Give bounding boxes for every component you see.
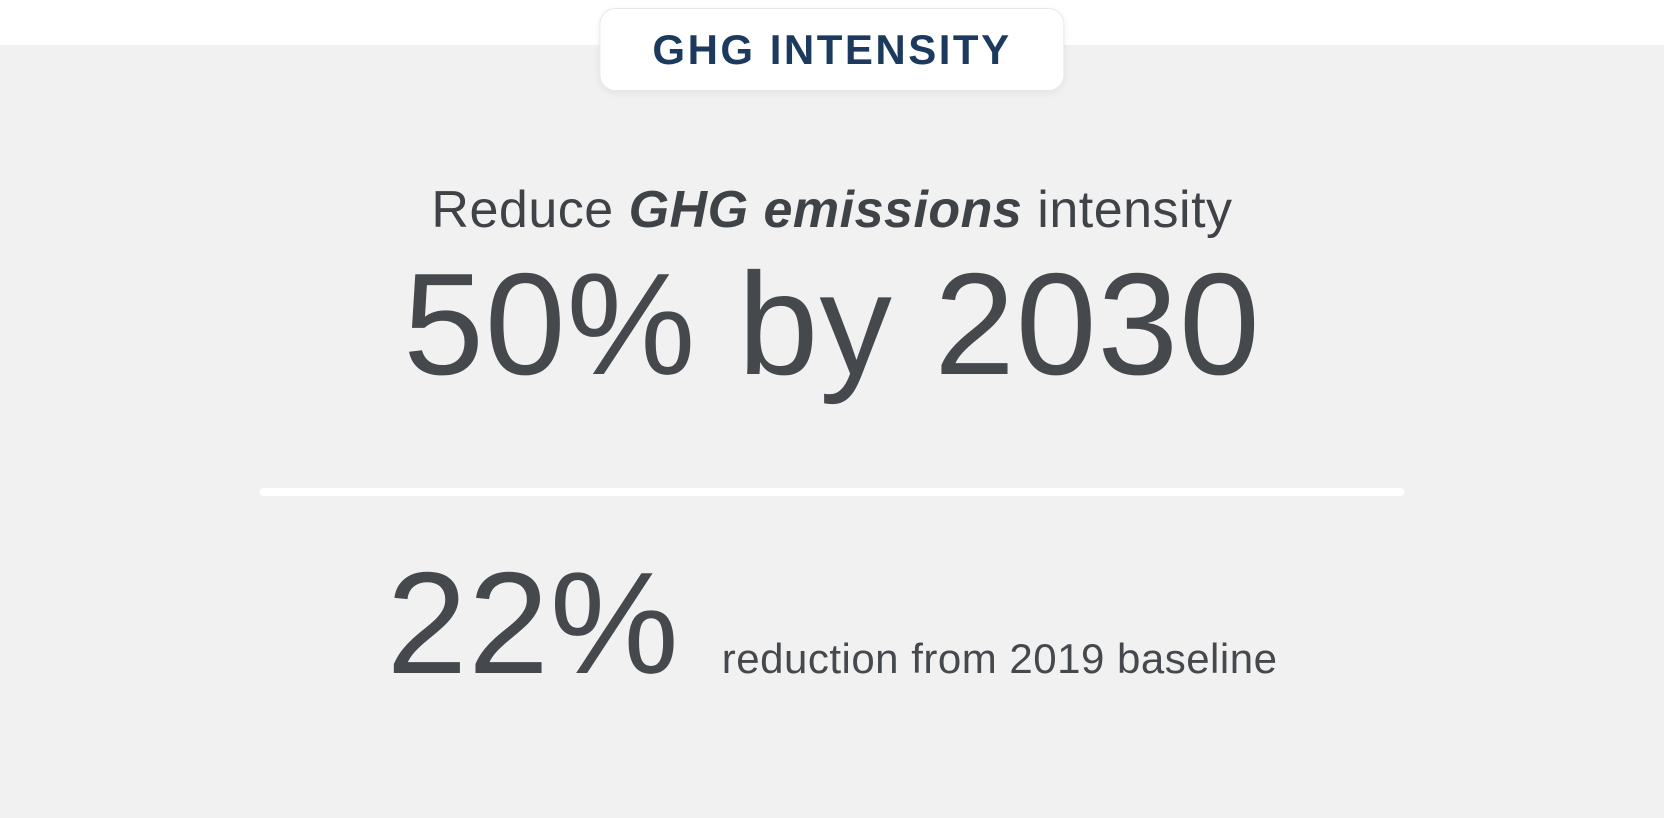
- progress-stat-row: 22% reduction from 2019 baseline: [0, 548, 1664, 698]
- goal-headline: 50% by 2030: [403, 243, 1261, 405]
- goal-prefix: Reduce: [431, 181, 614, 239]
- divider-line: [259, 488, 1405, 496]
- ghg-intensity-panel: [0, 45, 1664, 818]
- ghg-intensity-badge: GHG INTENSITY: [599, 8, 1065, 91]
- goal-suffix: intensity: [1037, 181, 1233, 239]
- goal-line: Reduce GHG emissions intensity: [0, 180, 1664, 240]
- progress-value: 22%: [386, 542, 680, 704]
- goal-emphasis: GHG emissions: [628, 181, 1023, 239]
- progress-description: reduction from 2019 baseline: [721, 635, 1278, 682]
